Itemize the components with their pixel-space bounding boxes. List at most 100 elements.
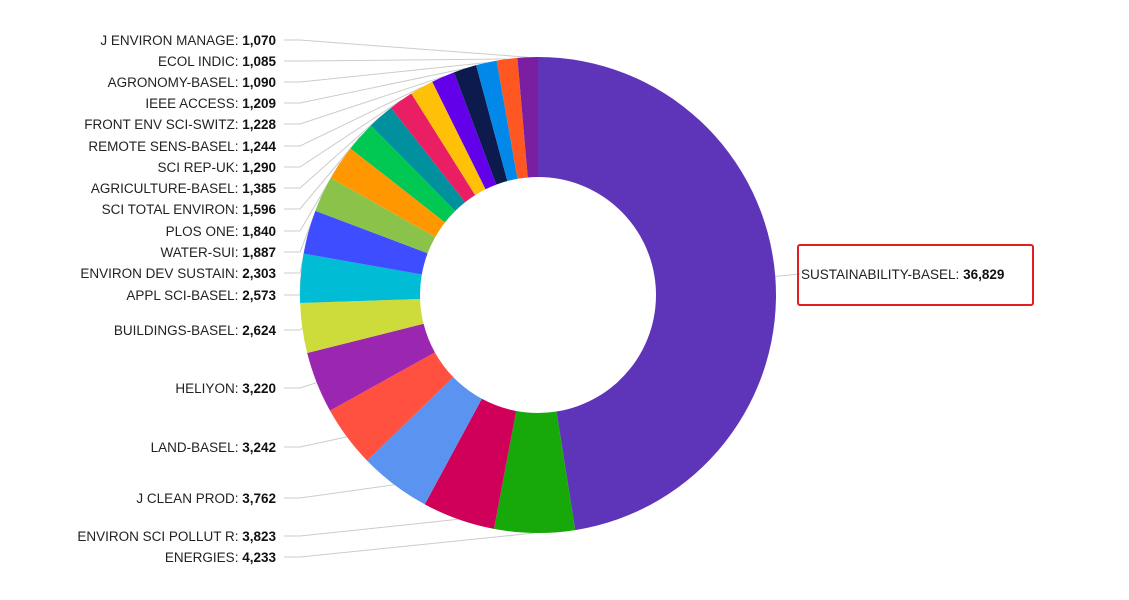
- slice-label: IEEE ACCESS: 1,209: [145, 96, 276, 111]
- slice-label: AGRONOMY-BASEL: 1,090: [108, 75, 276, 90]
- slice-label-value: 1,596: [242, 202, 276, 217]
- slice-label: LAND-BASEL: 3,242: [151, 440, 276, 455]
- slice-label: SUSTAINABILITY-BASEL: 36,829: [801, 267, 1004, 282]
- leader-line: [284, 136, 361, 210]
- highlight-box: [797, 244, 1034, 306]
- slice-label-value: 1,840: [242, 224, 276, 239]
- slice-label-name: SUSTAINABILITY-BASEL:: [801, 267, 963, 282]
- leader-line: [284, 532, 535, 558]
- slice-label-name: ECOL INDIC:: [158, 54, 242, 69]
- leader-line: [775, 273, 801, 277]
- slice-label-value: 2,573: [242, 288, 276, 303]
- leader-line: [284, 76, 444, 125]
- slice-energies[interactable]: [493, 410, 576, 533]
- slice-label-value: 3,762: [242, 491, 276, 506]
- slice-label: APPL SCI-BASEL: 2,573: [126, 288, 276, 303]
- slice-label-name: SCI TOTAL ENVIRON:: [102, 202, 243, 217]
- leader-line: [284, 278, 302, 296]
- slice-label: WATER-SUI: 1,887: [160, 245, 276, 260]
- slice-sci-rep-uk[interactable]: [390, 93, 476, 203]
- slice-label-value: 1,228: [242, 117, 276, 132]
- slice-sustainability-basel[interactable]: [538, 57, 777, 531]
- slice-label-value: 1,090: [242, 75, 276, 90]
- slice-label: BUILDINGS-BASEL: 2,624: [114, 323, 277, 338]
- slice-label: J CLEAN PROD: 3,762: [136, 491, 276, 506]
- slice-label: SCI TOTAL ENVIRON: 1,596: [102, 202, 277, 217]
- slice-label-name: HELIYON:: [175, 381, 242, 396]
- slice-label-value: 36,829: [963, 267, 1004, 282]
- slice-label-name: REMOTE SENS-BASEL:: [88, 139, 242, 154]
- slice-label-value: 1,887: [242, 245, 276, 260]
- leader-line: [284, 116, 382, 189]
- leader-line: [284, 62, 487, 83]
- labels: SUSTAINABILITY-BASEL: 36,829 ENERGIES: 4,…: [77, 33, 1034, 565]
- leader-line: [284, 67, 466, 104]
- slice-label-name: AGRICULTURE-BASEL:: [91, 181, 242, 196]
- slice-label-value: 3,220: [242, 381, 276, 396]
- slice-sci-total-environ[interactable]: [350, 125, 456, 223]
- slice-label-name: LAND-BASEL:: [151, 440, 243, 455]
- slice-label-name: AGRONOMY-BASEL:: [108, 75, 243, 90]
- slice-label-value: 1,290: [242, 160, 276, 175]
- slice-label: PLOS ONE: 1,840: [166, 224, 276, 239]
- slice-land-basel[interactable]: [329, 352, 454, 461]
- slice-label: FRONT ENV SCI-SWITZ: 1,228: [84, 117, 276, 132]
- slice-environ-dev-sustain[interactable]: [303, 210, 428, 275]
- slice-label: AGRICULTURE-BASEL: 1,385: [91, 181, 277, 196]
- slice-buildings-basel[interactable]: [300, 298, 424, 354]
- slice-label: SCI REP-UK: 1,290: [157, 160, 276, 175]
- slice-label-name: BUILDINGS-BASEL:: [114, 323, 242, 338]
- slice-label: REMOTE SENS-BASEL: 1,244: [88, 139, 276, 154]
- leader-line: [284, 518, 459, 537]
- slice-label-value: 4,233: [242, 550, 276, 565]
- slice-agronomy-basel[interactable]: [476, 60, 518, 182]
- slice-label-name: ENERGIES:: [165, 550, 242, 565]
- slice-agriculture-basel[interactable]: [370, 107, 466, 211]
- slice-label-value: 3,823: [242, 529, 276, 544]
- slice-label-value: 1,209: [242, 96, 276, 111]
- slice-heliyon[interactable]: [307, 323, 435, 411]
- slice-label-name: PLOS ONE:: [166, 224, 243, 239]
- leader-line: [284, 382, 317, 389]
- slice-ecol-indic[interactable]: [496, 57, 528, 179]
- leader-line: [284, 99, 402, 168]
- slice-label-name: SCI REP-UK:: [157, 160, 242, 175]
- slice-environ-sci-pollut-r[interactable]: [424, 398, 517, 529]
- slice-j-clean-prod[interactable]: [367, 377, 482, 505]
- leader-line: [284, 39, 528, 58]
- slice-label: ENVIRON SCI POLLUT R: 3,823: [77, 529, 276, 544]
- slice-label-name: WATER-SUI:: [160, 245, 242, 260]
- slice-label: ECOL INDIC: 1,085: [158, 54, 277, 69]
- slice-label: ENVIRON DEV SUSTAIN: 2,303: [80, 266, 276, 281]
- slice-appl-sci-basel[interactable]: [300, 253, 422, 304]
- slice-label-value: 1,085: [242, 54, 276, 69]
- slice-water-sui[interactable]: [315, 177, 436, 254]
- slice-label-value: 2,624: [242, 323, 276, 338]
- slices: [300, 57, 777, 533]
- leader-line: [284, 484, 395, 499]
- slice-j-environ-manage[interactable]: [517, 57, 538, 178]
- slice-label-name: APPL SCI-BASEL:: [126, 288, 242, 303]
- slice-label-name: IEEE ACCESS:: [145, 96, 242, 111]
- slice-label-value: 3,242: [242, 440, 276, 455]
- leader-line: [284, 86, 422, 147]
- slice-plos-one[interactable]: [330, 148, 446, 237]
- slice-label: ENERGIES: 4,233: [165, 550, 277, 565]
- slice-remote-sens-basel[interactable]: [411, 81, 486, 196]
- slice-label-value: 1,244: [242, 139, 276, 154]
- leader-line: [284, 58, 507, 62]
- slice-ieee-access[interactable]: [453, 65, 508, 185]
- slice-label: HELIYON: 3,220: [175, 381, 276, 396]
- slice-label-value: 1,070: [242, 33, 276, 48]
- slice-front-env-sci-switz[interactable]: [432, 72, 497, 190]
- slice-label-name: FRONT ENV SCI-SWITZ:: [84, 117, 242, 132]
- slice-label-name: J ENVIRON MANAGE:: [100, 33, 242, 48]
- slice-label: J ENVIRON MANAGE: 1,070: [100, 33, 276, 48]
- leader-line: [284, 327, 303, 331]
- slice-label-name: ENVIRON SCI POLLUT R:: [77, 529, 242, 544]
- slice-label-value: 1,385: [242, 181, 276, 196]
- leader-line: [284, 436, 348, 448]
- slice-label-name: J CLEAN PROD:: [136, 491, 242, 506]
- slice-label-name: ENVIRON DEV SUSTAIN:: [80, 266, 242, 281]
